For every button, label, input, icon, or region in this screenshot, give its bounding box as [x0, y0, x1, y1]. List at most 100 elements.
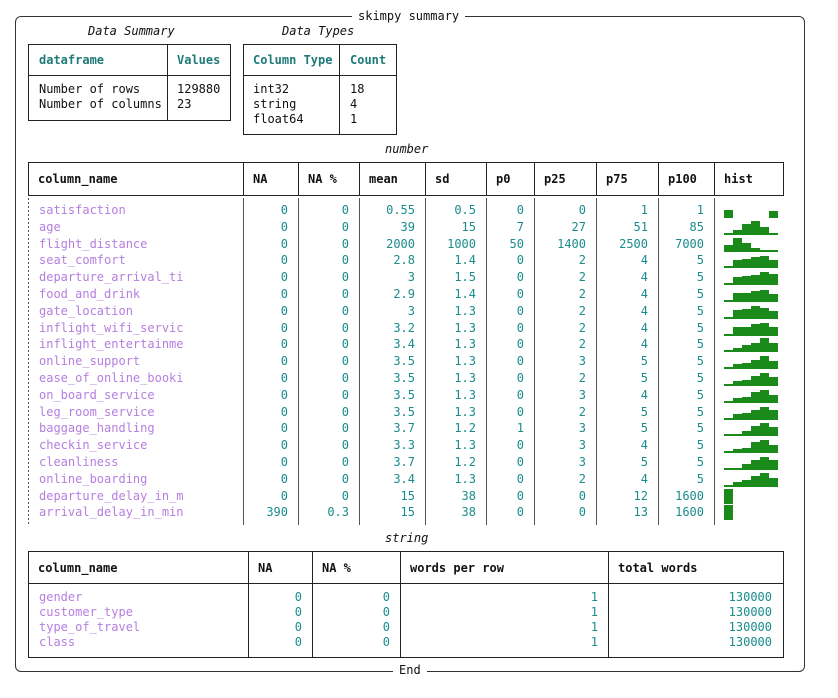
number-cell-p0: 0 — [516, 471, 524, 486]
string-cell-wordsperrow: 1 — [590, 590, 598, 604]
number-cell-na: 0 — [341, 203, 349, 217]
hist-bar — [760, 255, 769, 269]
number-cell-na: 0 — [341, 253, 349, 268]
hist-bar — [769, 249, 778, 252]
hist-bar — [742, 224, 751, 235]
number-row-name: food_and_drink — [39, 287, 141, 301]
string-cell-na: 0 — [382, 590, 390, 604]
hist-bar — [769, 342, 778, 353]
number-cell-p75: 4 — [640, 320, 648, 335]
string-header-words-per-row: words per row — [410, 561, 504, 575]
number-cell-na: 0 — [341, 219, 349, 234]
hist-bar — [760, 390, 769, 403]
hist-bar — [751, 425, 760, 437]
number-col-divider — [28, 198, 29, 526]
number-cell-p75: 4 — [640, 253, 648, 268]
hist-bar — [760, 456, 769, 470]
number-cell-p100: 7000 — [675, 236, 704, 251]
number-cell-p100: 5 — [696, 270, 704, 285]
number-cell-sd: 1.3 — [454, 303, 476, 318]
number-cell-p0: 0 — [516, 455, 524, 469]
string-cell-wordsperrow: 1 — [590, 605, 598, 619]
hist-bar — [733, 414, 742, 420]
number-cell-p0: 7 — [516, 219, 524, 234]
hist-bar — [760, 226, 769, 235]
hist-bar — [769, 394, 778, 403]
data-summary-table — [28, 44, 231, 121]
hist-bar — [751, 460, 760, 470]
number-cell-na: 0 — [280, 236, 288, 251]
string-col-divider — [248, 551, 249, 657]
number-row-name: age — [39, 219, 61, 234]
hist-bar — [760, 290, 769, 302]
hist-bar — [751, 409, 760, 420]
hist-bar — [733, 397, 742, 403]
string-cell-wordsperrow: 1 — [590, 635, 598, 649]
number-cell-na: 0 — [341, 287, 349, 301]
number-cell-na: 0.3 — [327, 505, 349, 520]
hist-bar — [751, 306, 760, 319]
number-col-divider — [714, 198, 715, 526]
string-cell-totalwords: 130000 — [728, 605, 772, 619]
string-row-name: class — [39, 635, 76, 649]
number-cell-p100: 85 — [689, 219, 704, 234]
number-row-name: checkin_service — [39, 438, 148, 453]
string-col-divider — [608, 551, 609, 657]
number-cell-mean: 3.7 — [393, 421, 415, 436]
data-summary-values: 129880 23 — [177, 82, 221, 111]
string-row-name: gender — [39, 590, 83, 604]
number-cell-p25: 2 — [578, 337, 586, 352]
number-cell-p75: 4 — [640, 303, 648, 318]
number-cell-na: 0 — [280, 320, 288, 335]
data-types-header-type: Column Type — [253, 53, 333, 67]
hist-bar — [742, 276, 751, 286]
data-types-names: int32 string float64 — [253, 82, 304, 126]
number-header-col-divider — [425, 162, 426, 195]
number-cell-p75: 1 — [640, 203, 648, 217]
number-cell-p75: 4 — [640, 287, 648, 301]
number-cell-p0: 0 — [516, 303, 524, 318]
summary-end-label: End — [393, 662, 427, 678]
hist-bar — [742, 309, 751, 319]
number-cell-p75: 5 — [640, 421, 648, 436]
hist-bar — [769, 460, 778, 470]
number-cell-sd: 38 — [461, 488, 476, 503]
hist-bar — [751, 392, 760, 403]
number-cell-p75: 12 — [633, 488, 648, 503]
data-summary-caption: Data Summary — [88, 24, 175, 38]
number-cell-na: 390 — [266, 505, 288, 520]
hist-bar — [751, 221, 760, 235]
number-cell-mean: 3.4 — [393, 337, 415, 352]
hist-bar — [724, 350, 733, 353]
hist-bar — [769, 211, 778, 218]
number-cell-p75: 2500 — [619, 236, 648, 251]
number-cell-na: 0 — [341, 421, 349, 436]
number-header-column-name: column_name — [38, 172, 118, 186]
number-cell-p25: 0 — [578, 505, 586, 520]
number-cell-p25: 2 — [578, 303, 586, 318]
hist-bar — [724, 367, 733, 370]
number-cell-p100: 5 — [696, 455, 704, 469]
number-cell-p75: 5 — [640, 354, 648, 369]
data-summary-header-divider — [28, 75, 230, 76]
hist-bar — [742, 464, 751, 470]
number-header-mean: mean — [369, 172, 398, 186]
string-table — [28, 551, 784, 658]
number-cell-p75: 5 — [640, 404, 648, 419]
hist-bar — [742, 344, 751, 353]
number-cell-p25: 2 — [578, 371, 586, 385]
number-cell-sd: 1.3 — [454, 371, 476, 385]
number-header-p0: p0 — [496, 172, 511, 186]
hist-bar — [724, 434, 733, 437]
hist-bar — [760, 272, 769, 286]
string-header-na: NA % — [322, 561, 351, 575]
number-cell-p0: 0 — [516, 320, 524, 335]
number-cell-p25: 2 — [578, 287, 586, 301]
string-col-divider — [400, 551, 401, 657]
number-cell-sd: 1000 — [447, 236, 476, 251]
number-cell-mean: 3.7 — [393, 455, 415, 469]
data-summary-header-values: Values — [177, 53, 221, 67]
number-cell-na: 0 — [280, 471, 288, 486]
number-cell-p100: 5 — [696, 287, 704, 301]
hist-bar — [769, 260, 778, 269]
